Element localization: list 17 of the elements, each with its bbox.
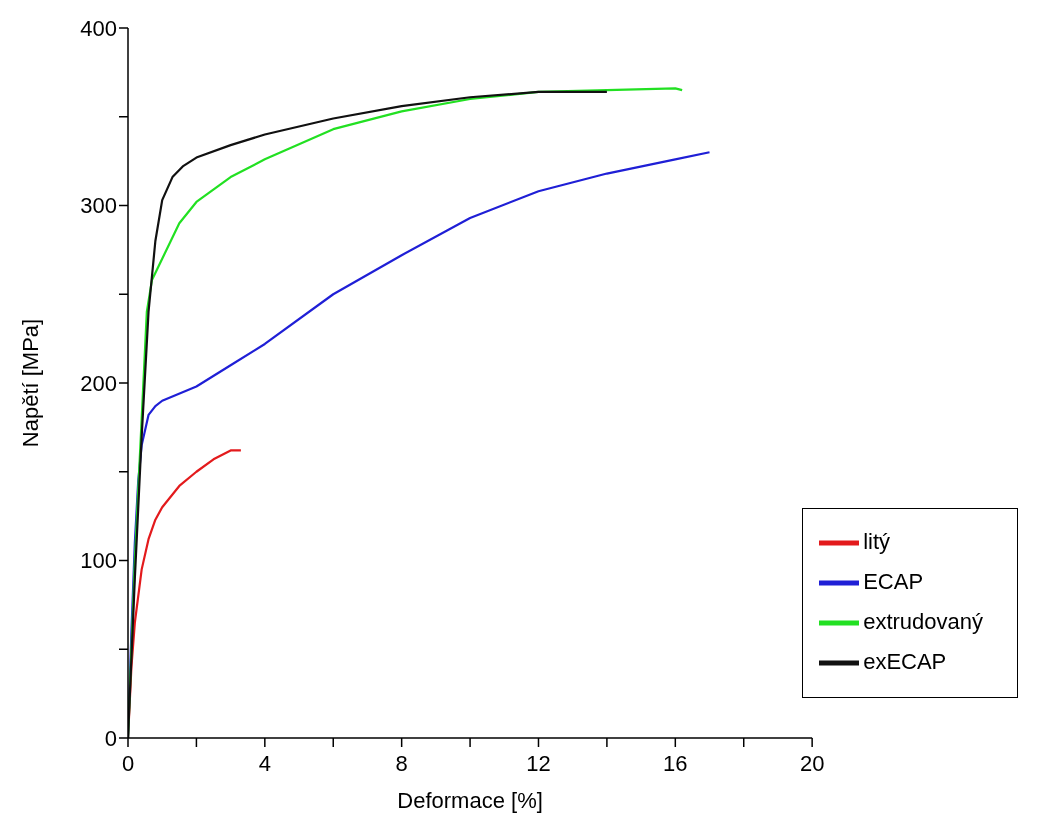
y-tick-label: 200 [80, 370, 117, 396]
y-tick-label: 0 [104, 725, 117, 751]
x-tick-label: 20 [799, 750, 825, 776]
x-axis-title: Deformace [%] [397, 788, 543, 813]
y-axis-title: Napětí [MPa] [17, 318, 43, 448]
legend-label: litý [863, 528, 891, 554]
x-tick-label: 4 [258, 750, 271, 776]
x-tick-label: 8 [395, 750, 408, 776]
y-tick-label: 100 [80, 548, 117, 574]
y-tick-label: 300 [80, 193, 117, 219]
legend-label: extrudovaný [863, 608, 983, 634]
legend-label: exECAP [863, 648, 947, 674]
x-tick-label: 12 [526, 750, 551, 776]
x-tick-label: 16 [663, 750, 688, 776]
x-tick-label: 0 [121, 750, 135, 776]
y-tick-label: 400 [80, 15, 117, 41]
legend-label: ECAP [863, 568, 924, 594]
